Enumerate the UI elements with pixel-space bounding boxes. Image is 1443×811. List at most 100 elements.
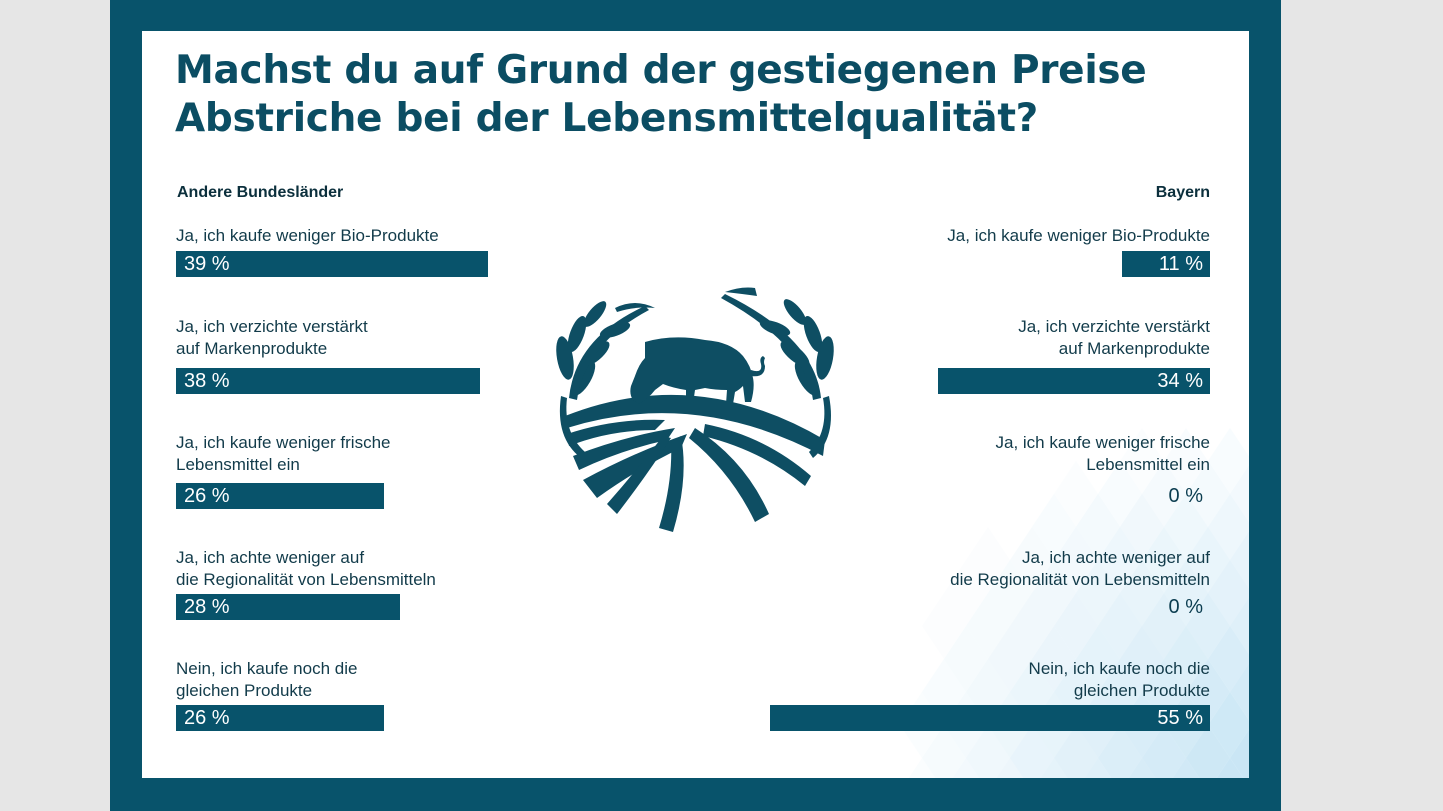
pattern-diamond [1010, 593, 1054, 659]
pattern-diamond [1120, 560, 1164, 626]
pattern-diamond [922, 725, 966, 778]
pattern-diamond [1098, 725, 1142, 778]
pattern-diamond [1098, 527, 1142, 593]
pattern-diamond [1142, 461, 1186, 527]
pattern-diamond [1076, 494, 1120, 560]
category-label-line: die Regionalität von Lebensmitteln [950, 570, 1210, 589]
right-bar [770, 705, 1210, 731]
title-line-1: Machst du auf Grund der gestiegenen Prei… [175, 48, 1147, 93]
right-category-label: Ja, ich verzichte verstärkt auf Markenpro… [1018, 316, 1210, 360]
left-value-label: 26 % [184, 707, 230, 729]
left-category-label: Ja, ich verzichte verstärkt auf Markenpro… [176, 316, 368, 360]
left-category-label: Ja, ich kaufe weniger Bio-Produkte [176, 225, 439, 247]
category-label-line: auf Markenprodukte [1058, 339, 1210, 358]
pattern-diamond [1120, 494, 1164, 560]
pattern-diamond [1230, 465, 1249, 523]
pattern-diamond [1128, 758, 1156, 778]
pattern-diamond [1098, 593, 1142, 659]
right-category-label: Ja, ich achte weniger auf die Regionalitä… [950, 547, 1210, 591]
right-bar [938, 368, 1210, 394]
pattern-diamond [1120, 428, 1164, 494]
left-bar [176, 705, 384, 731]
left-bar [176, 368, 480, 394]
left-value-label: 28 % [184, 596, 230, 618]
pattern-diamond [1142, 725, 1186, 778]
pattern-diamond [1076, 560, 1120, 626]
pattern-diamond [1054, 527, 1098, 593]
category-label-line: Ja, ich achte weniger auf [176, 548, 365, 567]
pattern-diamond [1208, 428, 1249, 494]
category-label-line: Ja, ich kaufe weniger Bio-Produkte [176, 226, 439, 245]
pattern-diamond [1164, 560, 1208, 626]
right-value-label: 0 % [1168, 596, 1203, 618]
pattern-diamond [1010, 725, 1054, 778]
left-value-label: 39 % [184, 253, 230, 275]
right-bar [1122, 251, 1210, 277]
pattern-diamond [1216, 758, 1244, 778]
pattern-diamond [1172, 758, 1200, 778]
right-category-label: Nein, ich kaufe noch die gleichen Produkt… [1029, 658, 1210, 702]
category-label-line: die Regionalität von Lebensmitteln [176, 570, 436, 589]
right-value-label: 55 % [1157, 707, 1203, 729]
left-bar [176, 483, 384, 509]
left-bar [176, 594, 400, 620]
category-label-line: Ja, ich kaufe weniger frische [995, 433, 1211, 452]
pattern-diamond [1054, 725, 1098, 778]
pattern-diamond [1164, 428, 1208, 494]
category-label-line: Ja, ich verzichte verstärkt [1018, 317, 1210, 336]
pattern-diamond [966, 593, 1010, 659]
pattern-diamond [988, 626, 1032, 692]
right-value-label: 34 % [1157, 370, 1203, 392]
chart-title: Machst du auf Grund der gestiegenen Prei… [175, 47, 1175, 143]
left-category-label: Nein, ich kaufe noch die gleichen Produkt… [176, 658, 357, 702]
pattern-diamond [1186, 527, 1230, 593]
pattern-diamond [988, 560, 1032, 626]
pattern-diamond [966, 527, 1010, 593]
pattern-diamond [908, 758, 936, 778]
category-label-line: Lebensmittel ein [1086, 455, 1210, 474]
category-label-line: auf Markenprodukte [176, 339, 328, 358]
pattern-diamond [944, 560, 988, 626]
pattern-diamond [1054, 593, 1098, 659]
left-value-label: 38 % [184, 370, 230, 392]
right-category-label: Ja, ich kaufe weniger frische Lebensmitte… [996, 432, 1211, 476]
pattern-diamond [1040, 758, 1068, 778]
pattern-diamond [1142, 527, 1186, 593]
pattern-diamond [1032, 626, 1076, 692]
pattern-diamond [1098, 461, 1142, 527]
right-value-label: 0 % [1168, 485, 1203, 507]
pattern-diamond [1230, 531, 1249, 589]
pattern-diamond [1230, 729, 1249, 778]
pattern-diamond [922, 593, 966, 659]
pattern-diamond [966, 725, 1010, 778]
pattern-diamond [1208, 692, 1249, 758]
pattern-diamond [1032, 560, 1076, 626]
left-bar [176, 251, 488, 277]
pattern-diamond [944, 626, 988, 692]
left-value-label: 26 % [184, 485, 230, 507]
pattern-diamond [1054, 461, 1098, 527]
category-label-line: gleichen Produkte [1073, 681, 1210, 700]
title-line-2: Abstriche bei der Lebensmittelqualität? [175, 96, 1038, 141]
pattern-diamond [952, 758, 980, 778]
cow-wreath-field-icon [556, 287, 834, 532]
category-label-line: Ja, ich kaufe weniger Bio-Produkte [947, 226, 1210, 245]
pattern-diamond [1230, 597, 1249, 655]
pattern-diamond [1032, 494, 1076, 560]
pattern-diamond [1186, 725, 1230, 778]
pattern-diamond [1164, 494, 1208, 560]
category-label-line: Ja, ich achte weniger auf [1021, 548, 1210, 567]
pattern-diamond [1208, 626, 1249, 692]
pattern-diamond [1084, 758, 1112, 778]
left-category-label: Ja, ich kaufe weniger frische Lebensmitte… [176, 432, 391, 476]
pattern-diamond [1208, 494, 1249, 560]
pattern-diamond [1010, 527, 1054, 593]
category-label-line: Ja, ich kaufe weniger frische [176, 433, 391, 452]
category-label-line: Nein, ich kaufe noch die [1028, 659, 1210, 678]
category-label-line: gleichen Produkte [176, 681, 313, 700]
right-category-label: Ja, ich kaufe weniger Bio-Produkte [947, 225, 1210, 247]
left-category-label: Ja, ich achte weniger auf die Regionalitä… [176, 547, 436, 591]
pattern-diamond [1230, 663, 1249, 721]
pattern-diamond [1076, 626, 1120, 692]
pattern-diamond [1208, 560, 1249, 626]
